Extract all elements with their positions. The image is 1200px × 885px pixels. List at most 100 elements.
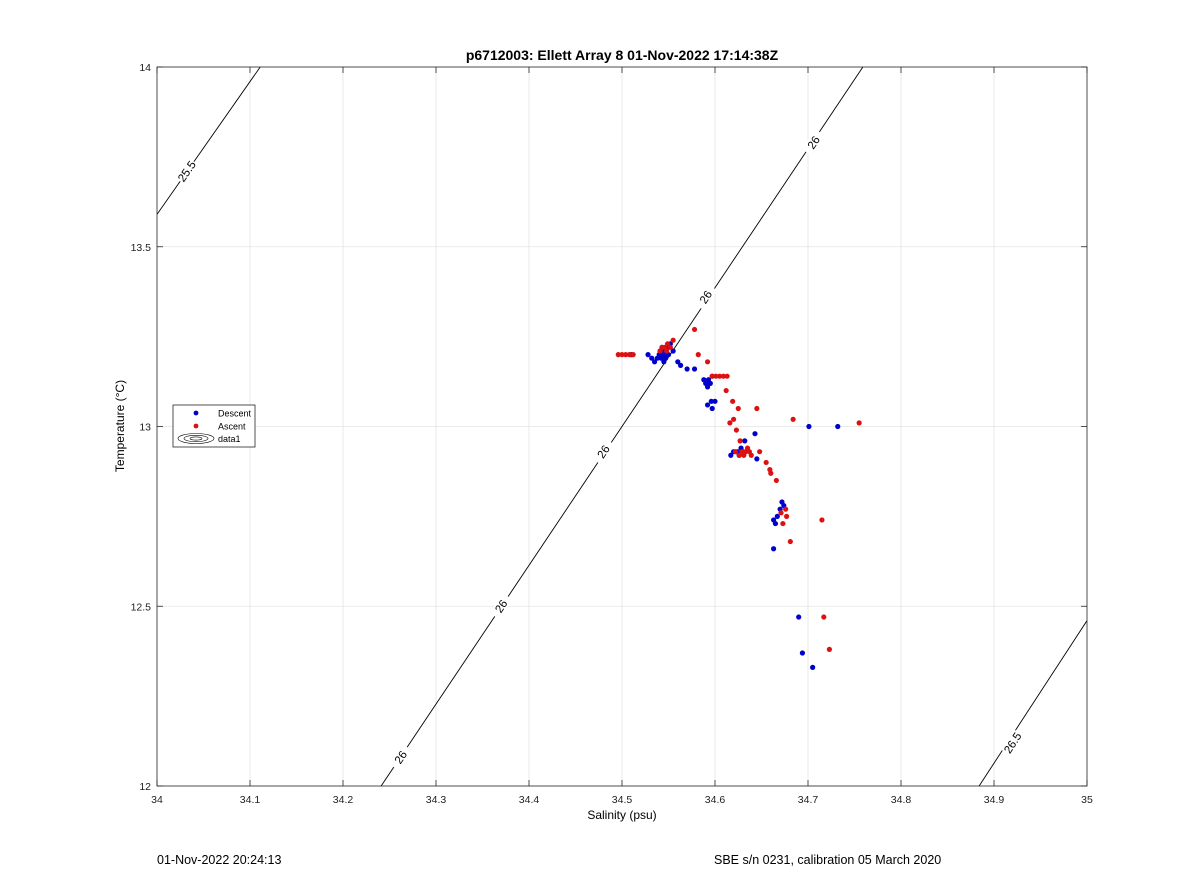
point-ascent	[704, 359, 711, 365]
point-ascent	[819, 517, 825, 523]
contour-label-26: 26	[493, 598, 510, 615]
point-descent	[712, 398, 718, 404]
y-tick-label: 14	[139, 62, 151, 74]
contour-label-bg	[801, 129, 826, 156]
point-descent	[707, 380, 713, 386]
point-descent	[835, 423, 841, 430]
x-tick-label: 34.8	[891, 794, 912, 806]
point-descent	[774, 513, 780, 519]
x-tick-label: 34.5	[612, 794, 633, 806]
x-tick-label: 34.7	[798, 794, 819, 806]
footer-instrument-info: SBE s/n 0231, calibration 05 March 2020	[714, 853, 942, 867]
x-tick-label: 34.9	[984, 794, 1005, 806]
contour-label-bg	[489, 592, 513, 620]
point-ascent	[783, 506, 789, 512]
x-tick-label: 34.2	[333, 794, 354, 806]
point-ascent	[730, 398, 736, 404]
point-ascent	[623, 352, 629, 358]
contour-label-bg	[174, 157, 199, 185]
point-ascent	[695, 352, 701, 358]
point-descent	[645, 352, 651, 358]
contour-label-26: 26	[596, 444, 613, 461]
point-descent	[752, 431, 758, 437]
point-ascent	[821, 614, 827, 620]
point-ascent	[856, 420, 862, 426]
density-contours	[157, 67, 1087, 786]
point-ascent	[780, 520, 786, 527]
point-ascent	[619, 352, 625, 358]
contour-line-26	[380, 67, 864, 786]
point-descent	[704, 402, 711, 408]
point-descent	[649, 355, 655, 361]
data-points	[615, 326, 862, 670]
point-ascent	[727, 420, 733, 426]
chart-title: p6712003: Ellett Array 8 01-Nov-2022 17:…	[466, 47, 779, 63]
point-ascent	[737, 438, 743, 444]
x-axis-label: Salinity (psu)	[587, 808, 656, 822]
contour-label-26: 26	[806, 134, 823, 151]
contour-line-26.5	[978, 620, 1087, 786]
point-ascent	[724, 373, 730, 379]
contour-legend-icon	[177, 433, 215, 444]
point-ascent	[720, 373, 726, 379]
point-ascent	[713, 373, 719, 379]
point-descent	[810, 664, 816, 670]
point-descent	[754, 456, 760, 462]
point-descent	[728, 452, 734, 458]
contour-label-bg	[591, 438, 616, 465]
point-ascent	[757, 449, 763, 455]
point-descent	[704, 384, 711, 390]
x-tick-label: 34.1	[240, 794, 261, 806]
legend-box	[172, 404, 256, 448]
contour-label-bg	[388, 743, 413, 771]
footer-timestamp: 01-Nov-2022 20:24:13	[157, 853, 282, 867]
point-ascent	[717, 373, 723, 379]
y-tick-label: 12.5	[131, 601, 152, 613]
point-ascent	[667, 344, 673, 351]
legend-item-data1: data1	[177, 433, 241, 444]
point-ascent	[733, 427, 739, 433]
point-ascent	[731, 416, 737, 422]
point-ascent	[778, 510, 784, 516]
point-descent	[772, 520, 779, 527]
point-ascent	[670, 337, 676, 343]
legend-item-ascent: Ascent	[193, 422, 246, 432]
legend-label-ascent: Ascent	[218, 422, 246, 432]
legend-label-descent: Descent	[218, 409, 252, 419]
point-descent	[796, 614, 802, 620]
point-ascent	[626, 352, 633, 358]
y-tick-label: 13	[139, 422, 151, 434]
contour-line-25.5	[157, 67, 261, 215]
point-descent	[799, 650, 806, 656]
legend-marker-descent	[193, 410, 199, 416]
axis-ticks: 34 34.1 34.2 34.3 34.4 34.5 34.6 34.7 34.8 34.9 35…	[131, 62, 1093, 806]
contour-label-bg	[694, 283, 718, 311]
point-descent	[742, 438, 748, 444]
point-ascent	[615, 352, 621, 358]
point-ascent	[773, 477, 779, 484]
point-ascent	[709, 373, 715, 379]
point-ascent	[630, 352, 636, 358]
contour-label-26: 26	[698, 289, 715, 306]
point-descent	[677, 362, 684, 368]
point-ascent	[732, 449, 739, 455]
y-tick-label: 12	[139, 781, 151, 793]
point-ascent	[787, 538, 793, 545]
x-tick-label: 35	[1081, 794, 1093, 806]
point-ascent	[768, 470, 774, 476]
point-ascent	[664, 348, 670, 354]
legend-label-data1: data1	[218, 434, 241, 444]
point-descent	[684, 366, 690, 372]
point-ascent	[826, 646, 832, 652]
legend-marker-ascent	[193, 423, 199, 429]
point-ascent	[735, 405, 741, 412]
point-descent	[806, 423, 812, 430]
legend[interactable]: Descent Ascent data1	[172, 404, 256, 448]
contour-label-bg	[1001, 729, 1025, 757]
x-tick-label: 34.3	[426, 794, 447, 806]
point-descent	[691, 366, 698, 372]
contour-label-26: 26	[393, 749, 410, 766]
point-descent	[709, 405, 715, 412]
point-descent	[651, 359, 658, 365]
